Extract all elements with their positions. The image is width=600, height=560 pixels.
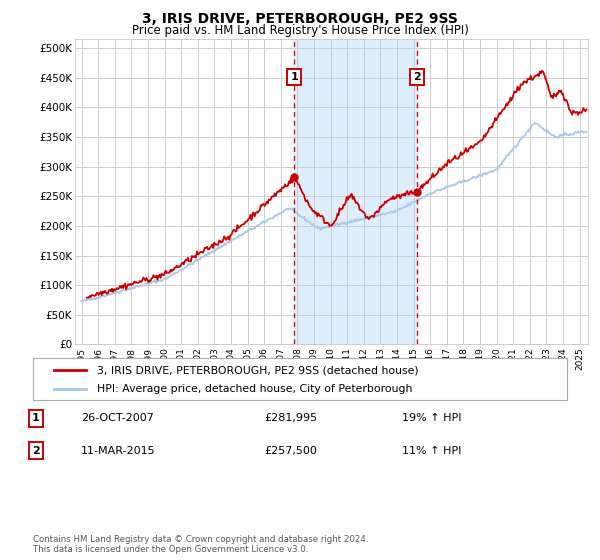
Bar <box>295 39 417 344</box>
Text: £281,995: £281,995 <box>264 413 317 423</box>
Text: 2: 2 <box>413 72 421 82</box>
Text: 26-OCT-2007: 26-OCT-2007 <box>81 413 154 423</box>
Text: HPI: Average price, detached house, City of Peterborough: HPI: Average price, detached house, City… <box>97 384 412 394</box>
Text: 1: 1 <box>290 72 298 82</box>
Text: 11-MAR-2015: 11-MAR-2015 <box>81 446 155 456</box>
Text: 1: 1 <box>32 413 40 423</box>
Text: Contains HM Land Registry data © Crown copyright and database right 2024.
This d: Contains HM Land Registry data © Crown c… <box>33 535 368 554</box>
Text: Price paid vs. HM Land Registry's House Price Index (HPI): Price paid vs. HM Land Registry's House … <box>131 24 469 36</box>
Text: £257,500: £257,500 <box>264 446 317 456</box>
Text: 3, IRIS DRIVE, PETERBOROUGH, PE2 9SS (detached house): 3, IRIS DRIVE, PETERBOROUGH, PE2 9SS (de… <box>97 365 419 375</box>
Text: 19% ↑ HPI: 19% ↑ HPI <box>402 413 461 423</box>
Text: 3, IRIS DRIVE, PETERBOROUGH, PE2 9SS: 3, IRIS DRIVE, PETERBOROUGH, PE2 9SS <box>142 12 458 26</box>
Text: 2: 2 <box>32 446 40 456</box>
Text: 11% ↑ HPI: 11% ↑ HPI <box>402 446 461 456</box>
